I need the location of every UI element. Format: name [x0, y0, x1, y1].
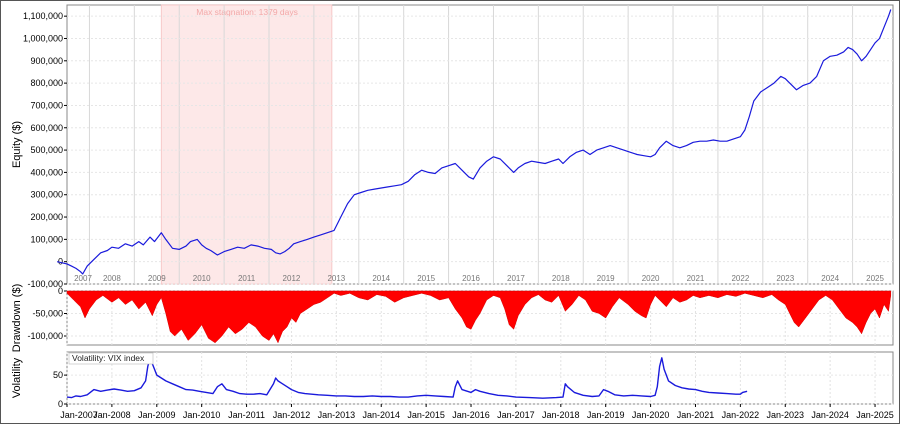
- x-axis-tick-label: Jan-2012: [273, 410, 311, 420]
- volatility-y-axis-label: Volatility: [11, 357, 23, 398]
- x-axis-tick-label: Jan-2015: [407, 410, 445, 420]
- x-axis-tick-label: Jan-2019: [587, 410, 625, 420]
- equity-year-label: 2008: [103, 274, 121, 283]
- equity-y-tick-label: 400,000: [30, 167, 63, 177]
- volatility-y-tick-label: 0: [58, 399, 63, 409]
- drawdown-y-tick-label: -100,000: [27, 331, 63, 341]
- equity-y-tick-label: 1,100,000: [23, 11, 63, 21]
- x-axis-tick-label: Jan-2013: [318, 410, 356, 420]
- equity-year-label: 2023: [776, 274, 794, 283]
- x-axis-tick-label: Jan-2007: [60, 410, 98, 420]
- equity-y-tick-label: 0: [58, 257, 63, 267]
- equity-year-label: 2022: [731, 274, 749, 283]
- equity-year-label: 2016: [462, 274, 480, 283]
- x-axis-tick-label: Jan-2016: [452, 410, 490, 420]
- equity-year-label: 2021: [687, 274, 705, 283]
- equity-y-tick-label: 200,000: [30, 212, 63, 222]
- stagnation-band: [160, 4, 333, 285]
- x-axis-tick-label: Jan-2021: [677, 410, 715, 420]
- volatility-line: [66, 357, 748, 399]
- equity-year-label: 2018: [552, 274, 570, 283]
- equity-year-label: 2012: [283, 274, 301, 283]
- volatility-legend-box: [68, 352, 154, 365]
- drawdown-y-tick-label: 0: [58, 286, 63, 296]
- x-axis-tick-label: Jan-2018: [542, 410, 580, 420]
- x-axis-tick-label: Jan-2011: [228, 410, 265, 420]
- equity-year-label: 2009: [148, 274, 166, 283]
- equity-y-tick-label: 800,000: [30, 78, 63, 88]
- x-axis-tick-label: Jan-2009: [138, 410, 176, 420]
- equity-line: [56, 9, 892, 275]
- equity-year-label: 2019: [597, 274, 615, 283]
- equity-y-axis-label: Equity ($): [11, 121, 23, 168]
- x-axis-tick-label: Jan-2008: [93, 410, 131, 420]
- volatility-legend: Volatility: VIX index: [72, 353, 145, 363]
- x-axis-tick-label: Jan-2017: [497, 410, 535, 420]
- drawdown-y-tick-label: -50,000: [32, 309, 63, 319]
- equity-year-label: 2025: [866, 274, 884, 283]
- x-axis-tick-label: Jan-2010: [183, 410, 221, 420]
- drawdown-area: [66, 290, 892, 344]
- equity-year-label: 2007: [74, 274, 92, 283]
- x-axis-tick-label: Jan-2025: [856, 410, 894, 420]
- equity-y-tick-label: 500,000: [30, 145, 63, 155]
- x-axis-tick-label: Jan-2023: [766, 410, 804, 420]
- drawdown-y-axis-label: Drawdown ($): [11, 284, 23, 352]
- equity-year-label: 2024: [821, 274, 839, 283]
- vol-plot-area: [66, 351, 894, 405]
- equity-year-label: 2014: [372, 274, 390, 283]
- equity-y-tick-label: 100,000: [30, 234, 63, 244]
- equity-year-label: 2015: [417, 274, 435, 283]
- x-axis-tick-label: Jan-2014: [362, 410, 400, 420]
- equity-year-label: 2013: [327, 274, 345, 283]
- x-axis-tick-label: Jan-2022: [722, 410, 760, 420]
- equity-year-label: 2011: [238, 274, 256, 283]
- equity-y-tick-label: -100,000: [27, 279, 63, 289]
- equity-year-label: 2010: [193, 274, 211, 283]
- equity-year-label: 2017: [507, 274, 525, 283]
- volatility-y-tick-label: 50: [53, 370, 63, 380]
- equity-y-tick-label: 900,000: [30, 56, 63, 66]
- equity-y-tick-label: 1,000,000: [23, 33, 63, 43]
- x-axis-tick-label: Jan-2024: [811, 410, 849, 420]
- equity-y-tick-label: 300,000: [30, 190, 63, 200]
- equity-y-tick-label: 700,000: [30, 100, 63, 110]
- equity-y-tick-label: 600,000: [30, 123, 63, 133]
- equity-year-label: 2020: [642, 274, 660, 283]
- stagnation-label: Max stagnation: 1379 days: [196, 7, 298, 17]
- x-axis-tick-label: Jan-2020: [632, 410, 670, 420]
